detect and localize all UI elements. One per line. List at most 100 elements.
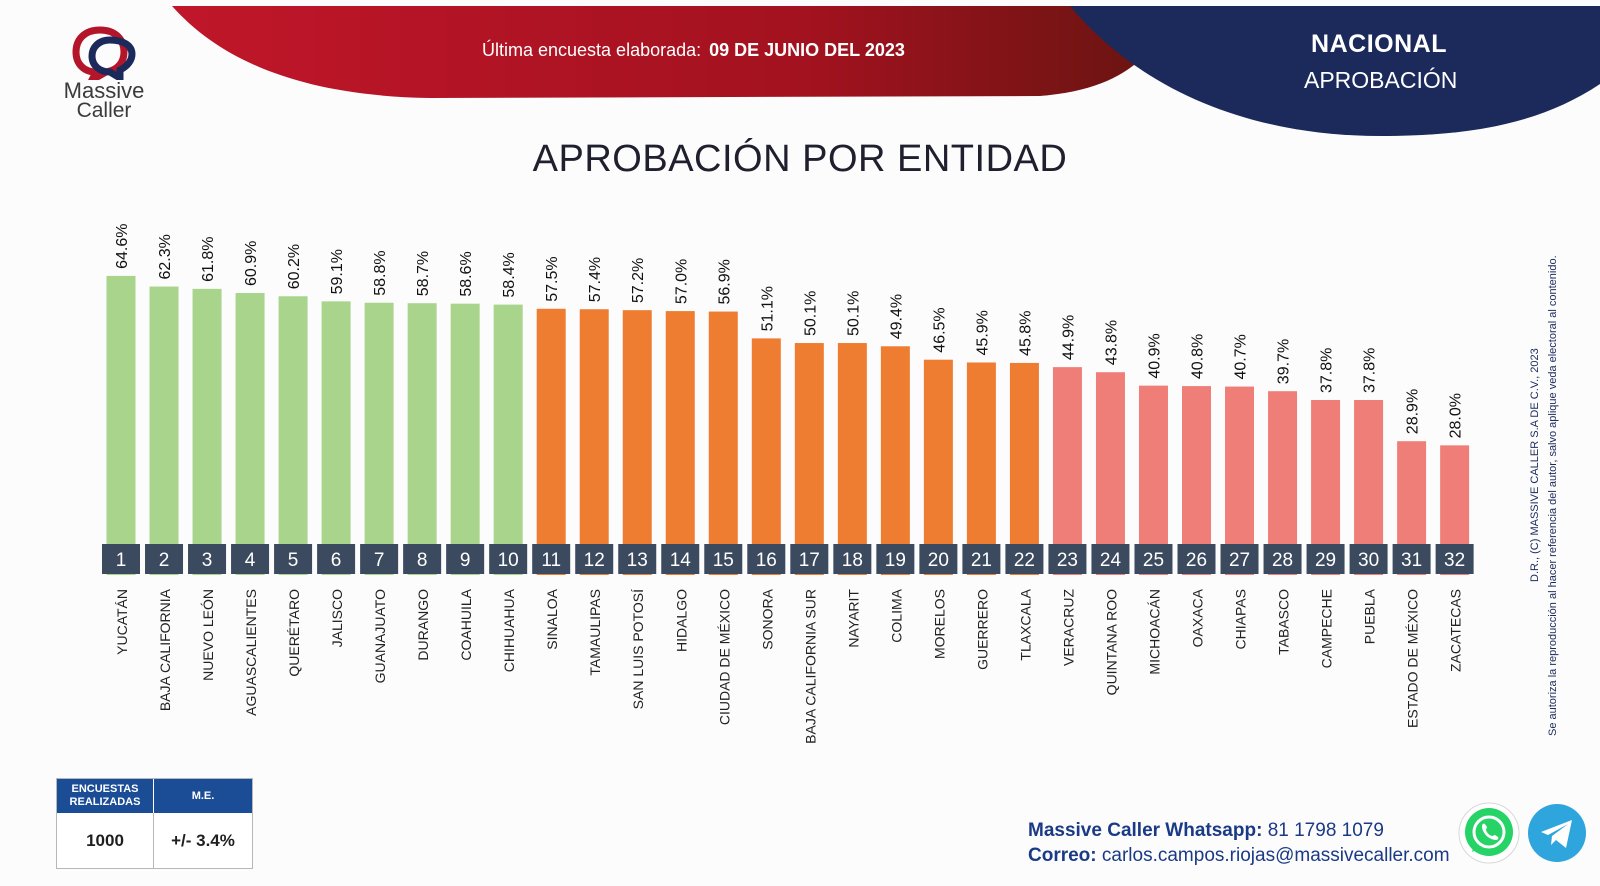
rank-badge	[618, 544, 657, 574]
category-label: TABASCO	[1276, 589, 1292, 655]
category-label: AGUASCALIENTES	[243, 589, 259, 716]
rank-badge	[274, 544, 313, 574]
email-label: Correo:	[1028, 845, 1097, 866]
rank-number: 4	[245, 550, 256, 571]
rank-number: 24	[1100, 550, 1122, 571]
approval-bar-chart: 64.6% 1 YUCATÁN 62.3% 2 BAJA CALIFORNIA 61.8% 3…	[102, 224, 1474, 744]
rank-badge	[1048, 544, 1087, 574]
rank-number: 8	[417, 550, 428, 571]
rank-badge	[1220, 544, 1259, 574]
rank-badge	[145, 544, 184, 574]
rank-number: 29	[1315, 550, 1336, 571]
rank-number: 11	[541, 550, 561, 571]
bar-value-label: 57.4%	[587, 257, 604, 302]
scope-subtitle: APROBACIÓN	[1304, 67, 1458, 93]
rank-badge	[1392, 544, 1431, 574]
rank-number: 12	[584, 550, 605, 571]
bar-3	[192, 288, 222, 575]
whatsapp-number[interactable]: 81 1798 1079	[1267, 820, 1384, 841]
rank-badge	[1306, 544, 1345, 574]
rank-badge	[360, 544, 399, 574]
bar-value-label: 37.8%	[1319, 348, 1336, 393]
bar-value-label: 57.2%	[630, 258, 647, 303]
bar-12	[579, 309, 609, 575]
whatsapp-icon[interactable]	[1458, 802, 1520, 864]
rank-badge	[317, 544, 356, 574]
rank-number: 30	[1358, 550, 1379, 571]
rank-badge	[102, 544, 140, 574]
stats-header-surveys: ENCUESTAS REALIZADAS	[57, 779, 153, 813]
category-label: QUINTANA ROO	[1103, 589, 1119, 695]
copyright-line-1: D.R., (C) MASSIVE CALLER S.A DE C.V., 20…	[1529, 348, 1541, 582]
bar-value-label: 45.8%	[1017, 311, 1034, 356]
scope-block: NACIONAL APROBACIÓN	[1304, 30, 1458, 94]
rank-number: 26	[1186, 550, 1207, 571]
rank-number: 20	[928, 550, 949, 571]
bar-14	[665, 311, 695, 575]
bar-11	[536, 308, 566, 575]
bar-1	[106, 275, 136, 575]
category-label: TAMAULIPAS	[587, 589, 603, 676]
category-label: HIDALGO	[673, 589, 689, 652]
rank-number: 31	[1401, 550, 1422, 571]
category-label: TLAXCALA	[1017, 588, 1033, 660]
bar-value-label: 58.7%	[415, 251, 432, 296]
category-label: CIUDAD DE MÉXICO	[716, 589, 732, 725]
bar-5	[278, 296, 308, 575]
survey-stats-table: ENCUESTAS REALIZADAS M.E. 1000 +/- 3.4%	[56, 778, 253, 869]
category-label: NAYARIT	[845, 589, 861, 648]
copyright-line-2: Se autoriza la reproducción al hacer ref…	[1547, 255, 1559, 736]
copyright-notice: D.R., (C) MASSIVE CALLER S.A DE C.V., 20…	[1516, 170, 1566, 750]
rank-number: 19	[885, 550, 906, 571]
bar-value-label: 37.8%	[1362, 348, 1379, 393]
rank-badge	[1177, 544, 1216, 574]
bar-value-label: 64.6%	[114, 224, 131, 269]
whatsapp-label: Massive Caller Whatsapp:	[1028, 820, 1263, 841]
rank-number: 10	[498, 550, 519, 571]
bar-value-label: 61.8%	[200, 236, 217, 281]
category-label: SONORA	[759, 588, 775, 649]
rank-badge	[403, 544, 442, 574]
rank-badge	[575, 544, 614, 574]
bar-value-label: 44.9%	[1060, 315, 1077, 360]
rank-number: 3	[202, 550, 213, 571]
bar-value-label: 40.7%	[1233, 334, 1250, 379]
email-address[interactable]: carlos.campos.riojas@massivecaller.com	[1101, 845, 1450, 866]
category-label: BAJA CALIFORNIA	[157, 588, 173, 711]
scope-title: NACIONAL	[1311, 30, 1447, 58]
header-navy-band	[1070, 6, 1600, 136]
rank-number: 18	[842, 550, 863, 571]
header-red-band	[172, 6, 1140, 98]
bar-value-label: 49.4%	[888, 294, 905, 339]
bar-value-label: 59.1%	[329, 249, 346, 294]
rank-badge	[790, 544, 829, 574]
category-label: PUEBLA	[1362, 588, 1378, 644]
bar-9	[450, 303, 480, 575]
category-label: QUERÉTARO	[286, 589, 302, 677]
rank-number: 14	[670, 550, 692, 571]
category-label: NUEVO LEÓN	[200, 589, 216, 681]
category-label: JALISCO	[329, 589, 345, 647]
rank-number: 17	[799, 550, 820, 571]
bar-value-label: 51.1%	[759, 286, 776, 331]
bar-value-label: 40.9%	[1146, 333, 1163, 378]
bar-value-label: 28.9%	[1405, 389, 1422, 434]
rank-number: 7	[374, 550, 385, 571]
category-label: ZACATECAS	[1448, 589, 1464, 672]
bar-15	[708, 311, 738, 575]
bar-6	[321, 301, 351, 575]
rank-badge	[747, 544, 786, 574]
rank-badge	[1005, 544, 1044, 574]
bar-23	[1052, 367, 1082, 575]
bar-value-label: 60.2%	[286, 244, 303, 289]
rank-badge	[919, 544, 958, 574]
logo-mark-icon	[72, 26, 136, 80]
category-label: COAHUILA	[458, 588, 474, 660]
bar-19	[880, 346, 910, 575]
category-label: GUANAJUATO	[372, 589, 388, 683]
bar-value-label: 56.9%	[716, 259, 733, 304]
telegram-icon[interactable]	[1526, 802, 1588, 864]
category-label: CHIHUAHUA	[501, 588, 517, 672]
bar-2	[149, 286, 179, 575]
category-label: COLIMA	[888, 588, 904, 642]
